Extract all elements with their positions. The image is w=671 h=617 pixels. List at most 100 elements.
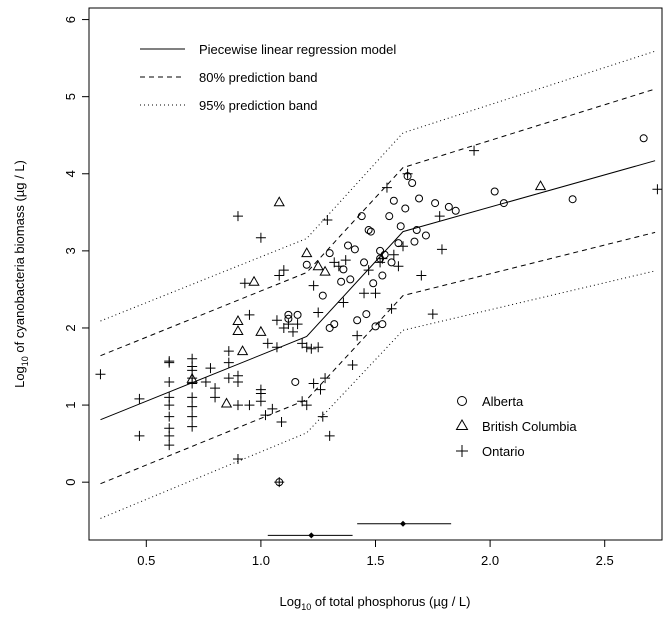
point-alberta <box>318 291 327 300</box>
point-ontario <box>164 411 175 422</box>
point-alberta <box>291 377 300 386</box>
x-axis: 0.5 1.0 1.5 2.0 2.5 <box>137 540 614 568</box>
point-alberta <box>376 246 385 255</box>
point-alberta <box>325 323 334 332</box>
point-ontario <box>164 430 175 441</box>
y-axis-title: Log10 of cyanobacteria biomass (µg / L) <box>12 160 30 388</box>
point-ontario <box>652 184 663 195</box>
point-ontario <box>278 322 289 333</box>
point-ontario <box>416 270 427 281</box>
point-british-columbia <box>232 325 244 336</box>
point-ontario <box>347 359 358 370</box>
legend-label: 95% prediction band <box>199 98 318 113</box>
point-ontario <box>324 430 335 441</box>
y-tick-label: 0 <box>63 479 78 486</box>
point-ontario <box>134 430 145 441</box>
point-ontario <box>301 342 312 353</box>
y-tick-label: 3 <box>63 247 78 254</box>
line-dotted <box>100 270 656 519</box>
point-ontario <box>271 315 282 326</box>
point-ontario <box>232 211 243 222</box>
point-alberta <box>431 199 440 208</box>
point-ontario <box>402 168 413 179</box>
point-ontario <box>274 477 285 488</box>
point-ontario <box>200 376 211 387</box>
point-alberta <box>293 310 302 319</box>
point-british-columbia <box>273 196 285 207</box>
point-ontario <box>333 261 344 272</box>
point-ontario <box>287 326 298 337</box>
point-ontario <box>223 346 234 357</box>
point-ontario <box>260 410 271 421</box>
point-ontario <box>187 378 198 389</box>
point-ontario <box>352 330 363 341</box>
point-ontario <box>164 400 175 411</box>
legend-marker-triangle-icon <box>455 419 469 430</box>
point-alberta <box>401 204 410 213</box>
point-ontario <box>370 288 381 299</box>
point-alberta <box>499 199 508 208</box>
point-ontario <box>388 249 399 260</box>
point-alberta <box>360 258 369 267</box>
point-alberta <box>387 258 396 267</box>
legend-marker-circle-icon <box>457 396 467 406</box>
point-alberta <box>350 245 359 254</box>
point-ontario <box>313 307 324 318</box>
point-ontario <box>262 338 273 349</box>
point-alberta <box>369 279 378 288</box>
point-ontario <box>377 253 388 264</box>
point-ontario <box>187 392 198 403</box>
point-ontario <box>267 403 278 414</box>
point-ontario <box>271 342 282 353</box>
point-ontario <box>274 270 285 281</box>
point-alberta <box>639 134 648 143</box>
line-dashed <box>100 88 656 357</box>
point-british-columbia <box>255 325 267 336</box>
point-alberta <box>490 187 499 196</box>
breakpoint-intervals <box>267 520 452 539</box>
legend-label: British Columbia <box>482 419 577 434</box>
point-alberta <box>362 310 371 319</box>
point-ontario <box>276 417 287 428</box>
point-alberta <box>451 206 460 215</box>
point-ontario <box>95 369 106 380</box>
legend-points: Alberta British Columbia Ontario <box>455 394 577 459</box>
y-tick-label: 4 <box>63 170 78 177</box>
point-ontario <box>232 376 243 387</box>
point-alberta <box>408 179 417 188</box>
point-ontario <box>297 396 308 407</box>
point-british-columbia <box>319 265 331 276</box>
line-dotted <box>100 50 656 322</box>
point-alberta <box>364 226 373 235</box>
point-ontario <box>210 392 221 403</box>
x-tick-label: 1.0 <box>252 553 270 568</box>
point-ontario <box>232 400 243 411</box>
point-ontario <box>306 343 317 354</box>
line-solid <box>100 160 656 421</box>
point-alberta <box>371 322 380 331</box>
point-alberta <box>568 195 577 204</box>
point-british-columbia <box>232 315 244 326</box>
point-alberta <box>415 194 424 203</box>
point-ontario <box>375 257 386 268</box>
point-ontario <box>398 241 409 252</box>
point-alberta <box>366 227 375 236</box>
point-ontario <box>340 255 351 266</box>
point-alberta <box>396 222 405 231</box>
point-alberta <box>325 249 334 258</box>
legend-label: 80% prediction band <box>199 70 318 85</box>
point-ontario <box>187 421 198 432</box>
point-alberta <box>421 231 430 240</box>
point-ontario <box>315 384 326 395</box>
point-british-columbia <box>534 180 547 191</box>
y-tick-label: 2 <box>63 324 78 331</box>
point-ontario <box>297 338 308 349</box>
point-ontario <box>232 454 243 465</box>
point-alberta <box>378 320 387 329</box>
point-ontario <box>338 297 349 308</box>
point-ontario <box>322 215 333 226</box>
y-tick-label: 1 <box>63 401 78 408</box>
point-ontario <box>164 356 175 367</box>
point-alberta <box>378 271 387 280</box>
point-alberta <box>444 202 453 211</box>
